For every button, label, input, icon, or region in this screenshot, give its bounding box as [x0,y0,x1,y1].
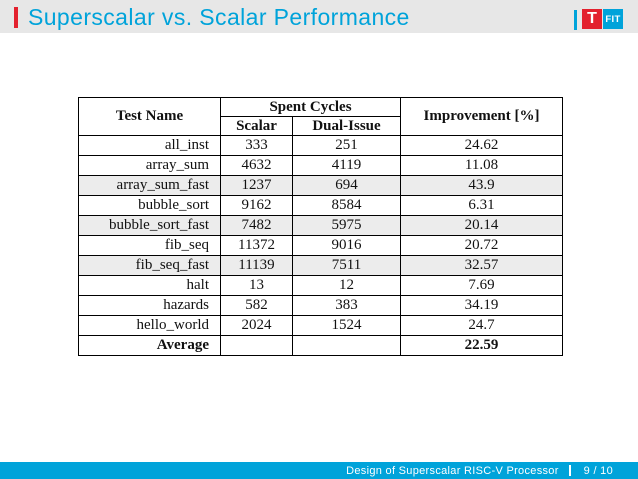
cell-dual: 7511 [292,255,401,276]
table-row: Average 22.59 [78,335,563,356]
cell-dual: 383 [292,295,401,316]
cell-scalar [220,335,293,356]
cell-scalar: 11139 [220,255,293,276]
page-title: Superscalar vs. Scalar Performance [28,4,410,30]
cell-scalar: 4632 [220,155,293,176]
cell-name: hazards [78,295,221,316]
table-header: Test Name Spent Cycles Improvement [%] S… [78,97,563,136]
but-logo-letter: T [587,10,597,27]
cell-dual: 4119 [292,155,401,176]
column-header-test-name: Test Name [78,97,221,136]
but-logo-icon: T [582,9,602,29]
page-number: 9 / 10 [583,464,613,477]
cell-name: hello_world [78,315,221,336]
table-row: hello_world 2024 1524 24.7 [78,315,563,336]
cell-scalar: 13 [220,275,293,296]
table-row: bubble_sort 9162 8584 6.31 [78,195,563,216]
cell-improvement: 20.72 [400,235,563,256]
cell-scalar: 7482 [220,215,293,236]
cell-scalar: 2024 [220,315,293,336]
table-row: array_sum 4632 4119 11.08 [78,155,563,176]
footer-bar: Design of Superscalar RISC-V Processor 9… [0,462,638,479]
cell-name: Average [78,335,221,356]
cell-name: halt [78,275,221,296]
cell-scalar: 582 [220,295,293,316]
cell-improvement: 11.08 [400,155,563,176]
cell-improvement: 6.31 [400,195,563,216]
column-header-scalar: Scalar [220,116,293,136]
table-row: hazards 582 383 34.19 [78,295,563,316]
table-row: fib_seq 11372 9016 20.72 [78,235,563,256]
cell-dual: 12 [292,275,401,296]
cell-dual: 1524 [292,315,401,336]
cell-improvement: 20.14 [400,215,563,236]
cell-scalar: 1237 [220,175,293,196]
cell-dual: 9016 [292,235,401,256]
cell-name: fib_seq_fast [78,255,221,276]
cell-scalar: 11372 [220,235,293,256]
cell-dual: 251 [292,135,401,156]
table-row: array_sum_fast 1237 694 43.9 [78,175,563,196]
footer-separator-bar [568,465,571,476]
cell-name: all_inst [78,135,221,156]
cell-name: fib_seq [78,235,221,256]
cell-dual: 5975 [292,215,401,236]
column-header-improvement: Improvement [%] [400,97,563,136]
cell-improvement: 24.7 [400,315,563,336]
cell-scalar: 333 [220,135,293,156]
table-header-row-1: Test Name Spent Cycles Improvement [%] [78,97,563,136]
column-header-spent-cycles: Spent Cycles [220,97,401,117]
table-row: bubble_sort_fast 7482 5975 20.14 [78,215,563,236]
cell-improvement: 22.59 [400,335,563,356]
cell-scalar: 9162 [220,195,293,216]
table-body: all_inst 333 251 24.62 array_sum 4632 4119 11.0… [78,135,563,356]
cell-improvement: 7.69 [400,275,563,296]
table-row: halt 13 12 7.69 [78,275,563,296]
cell-name: bubble_sort [78,195,221,216]
cell-improvement: 34.19 [400,295,563,316]
fit-logo-label: FIT [605,14,621,25]
cell-dual: 8584 [292,195,401,216]
fit-logo-icon: FIT [603,9,623,29]
cell-name: bubble_sort_fast [78,215,221,236]
column-header-dual-issue: Dual-Issue [292,116,401,136]
cell-dual [292,335,401,356]
logo-divider-bar [574,10,577,30]
performance-table: Test Name Spent Cycles Improvement [%] S… [78,97,563,356]
cell-improvement: 32.57 [400,255,563,276]
header-bar: Superscalar vs. Scalar Performance T FIT [0,0,638,33]
cell-name: array_sum_fast [78,175,221,196]
cell-improvement: 43.9 [400,175,563,196]
cell-dual: 694 [292,175,401,196]
footer-title: Design of Superscalar RISC-V Processor [346,464,559,477]
cell-name: array_sum [78,155,221,176]
cell-improvement: 24.62 [400,135,563,156]
table-row: fib_seq_fast 11139 7511 32.57 [78,255,563,276]
table-row: all_inst 333 251 24.62 [78,135,563,156]
title-accent-bar [14,7,18,28]
